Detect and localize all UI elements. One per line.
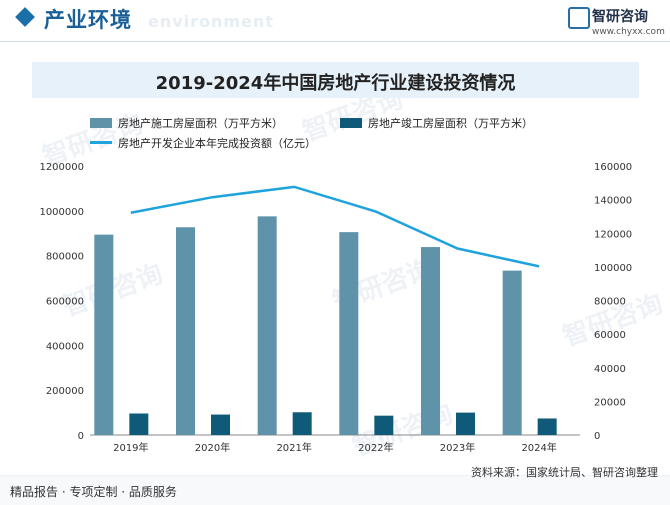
- chart-title: 2019-2024年中国房地产行业建设投资情况: [155, 73, 516, 94]
- source-note: 资料来源：国家统计局、智研咨询整理: [471, 466, 658, 479]
- x-tick-label: 2022年: [358, 441, 393, 454]
- y-right-tick-label: 0: [594, 431, 600, 442]
- y-right-tick-label: 80000: [594, 297, 626, 308]
- y-left-tick-label: 600000: [46, 297, 84, 308]
- bar-completed: [211, 414, 230, 435]
- investment-line: [130, 185, 540, 268]
- bar-completed: [129, 413, 149, 435]
- bar-completed: [456, 412, 475, 435]
- chart-title-banner: 2019-2024年中国房地产行业建设投资情况: [32, 62, 639, 98]
- x-tick-label: 2020年: [195, 441, 230, 454]
- y-left-tick-label: 1200000: [39, 162, 84, 173]
- legend-swatch: [90, 118, 112, 128]
- bar-construction: [257, 216, 277, 435]
- y-right-tick-label: 60000: [594, 330, 626, 341]
- y-right-tick-label: 20000: [594, 397, 626, 408]
- bar-completed: [537, 418, 557, 435]
- y-right-tick-label: 160000: [594, 162, 632, 173]
- footer-tagline: 精品报告 · 专项定制 · 品质服务: [10, 485, 177, 499]
- y-right-tick-label: 120000: [594, 229, 632, 240]
- logo-name: 智研咨询: [592, 9, 648, 25]
- bar-construction: [94, 234, 114, 435]
- bar-construction: [339, 232, 359, 435]
- x-tick-label: 2023年: [440, 441, 475, 454]
- y-left-tick-label: 400000: [46, 341, 84, 352]
- legend-label: 房地产施工房屋面积（万平方米）: [118, 117, 283, 130]
- y-left-tick-label: 0: [78, 431, 84, 442]
- page-header: environment 产业环境 智研咨询 www.chyxx.com: [0, 0, 670, 42]
- page-footer: 资料来源：国家统计局、智研咨询整理 精品报告 · 专项定制 · 品质服务: [0, 466, 670, 505]
- logo-icon: [568, 7, 590, 29]
- bar-completed: [292, 412, 312, 435]
- section-title: 产业环境: [44, 8, 132, 32]
- legend-swatch: [340, 118, 362, 128]
- y-right-tick-label: 40000: [594, 364, 626, 375]
- section-title-en: environment: [148, 12, 274, 31]
- bar-construction: [176, 227, 195, 435]
- bar-construction: [502, 270, 522, 435]
- y-left-tick-label: 1000000: [39, 207, 84, 218]
- bar-construction: [421, 247, 440, 435]
- x-tick-label: 2024年: [521, 441, 556, 454]
- y-left-tick-label: 200000: [46, 386, 84, 397]
- header-divider: [0, 41, 670, 42]
- legend-label: 房地产开发企业本年完成投资额（亿元）: [118, 137, 316, 150]
- x-tick-label: 2021年: [276, 441, 311, 454]
- y-right-tick-label: 100000: [594, 263, 632, 274]
- logo-url: www.chyxx.com: [592, 27, 665, 37]
- legend-label: 房地产竣工房屋面积（万平方米）: [368, 117, 533, 130]
- x-tick-label: 2019年: [113, 441, 148, 454]
- y-right-tick-label: 140000: [594, 196, 632, 207]
- bar-completed: [374, 415, 394, 435]
- legend-swatch: [90, 141, 112, 144]
- y-left-tick-label: 800000: [46, 252, 84, 263]
